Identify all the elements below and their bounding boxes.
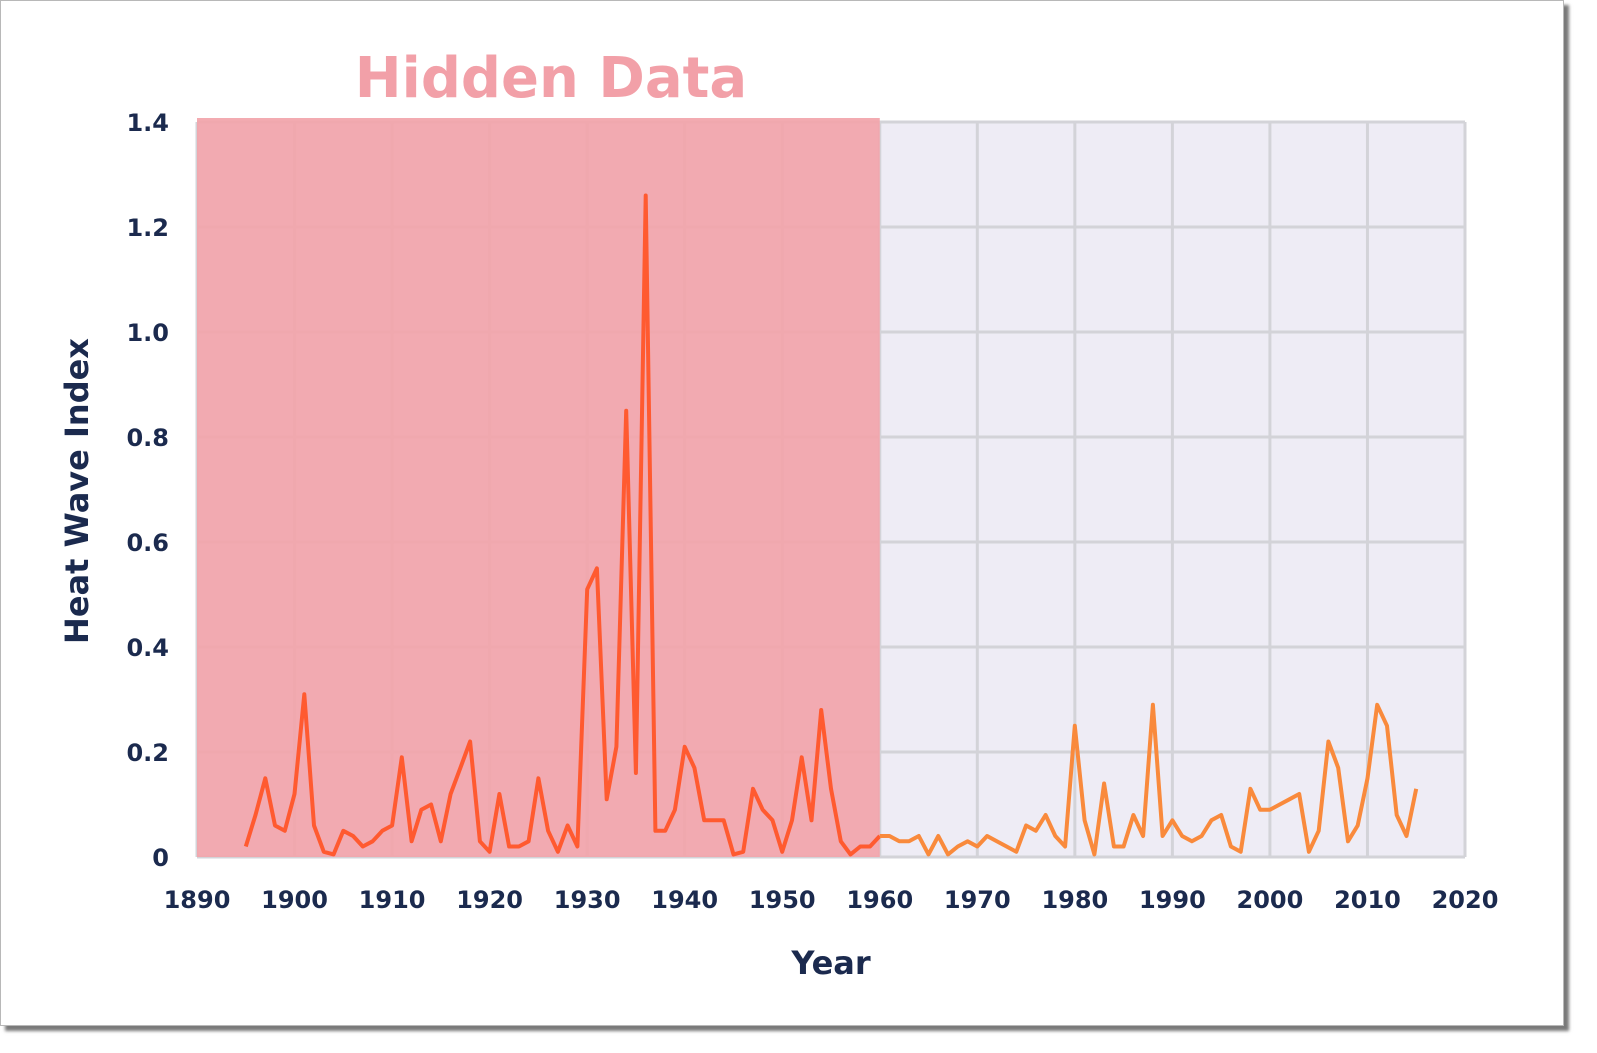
x-tick-labels: 1890 1900 1910 1920 1930 1940 1950 1960 1970 1980…	[164, 886, 1499, 914]
x-tick-label: 2000	[1237, 886, 1304, 914]
x-tick-label: 1890	[164, 886, 231, 914]
x-tick-label: 2020	[1432, 886, 1499, 914]
y-tick-label: 1.0	[126, 319, 169, 347]
y-tick-label: 0.8	[126, 424, 169, 452]
x-tick-label: 2010	[1334, 886, 1401, 914]
y-tick-label: 0.6	[126, 529, 169, 557]
hidden-data-region	[197, 118, 880, 857]
y-tick-label: 1.2	[126, 214, 169, 242]
y-tick-labels: 0 0.2 0.4 0.6 0.8 1.0 1.2 1.4	[126, 109, 169, 872]
x-tick-label: 1960	[846, 886, 913, 914]
x-tick-label: 1950	[749, 886, 816, 914]
series-line-visible-period	[879, 702, 1419, 857]
data-lines	[243, 193, 1419, 857]
x-tick-label: 1940	[651, 886, 718, 914]
heat-wave-chart: 00.20.40.60.81.01.21.4 1890 1900 1910 1920 1…	[58, 46, 1499, 982]
x-tick-label: 1920	[456, 886, 523, 914]
y-axis-title: Heat Wave Index	[58, 338, 96, 644]
hidden-data-label: Hidden Data	[355, 46, 747, 111]
x-tick-label: 1900	[261, 886, 328, 914]
x-tick-label: 1930	[554, 886, 621, 914]
x-tick-label: 1910	[359, 886, 426, 914]
x-tick-label: 1990	[1139, 886, 1206, 914]
chart-frame: 0 0.2 0.4 0.6 0.8 1.0 1.2 1.4 1890 1900 1910 1920 1…	[0, 0, 1564, 1026]
y-tick-label: 0.4	[126, 634, 169, 662]
y-tick-label: 0	[152, 844, 169, 872]
y-tick-label: 1.4	[126, 109, 169, 137]
x-axis-title: Year	[790, 944, 871, 982]
x-tick-label: 1970	[944, 886, 1011, 914]
series-line-hidden-period	[243, 193, 882, 857]
y-tick-label: 0.2	[126, 739, 169, 767]
x-tick-label: 1980	[1041, 886, 1108, 914]
